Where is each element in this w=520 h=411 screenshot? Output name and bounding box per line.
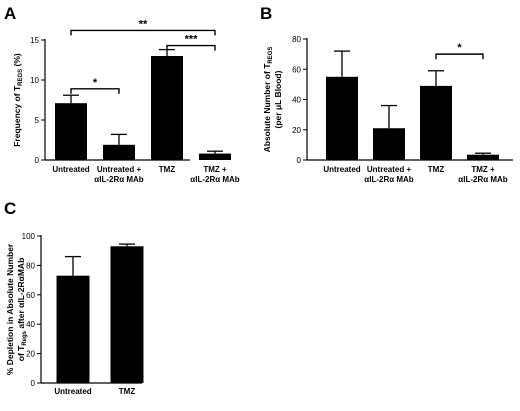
y-axis-title-part: Frequency of T — [12, 85, 22, 147]
significance-bracket — [166, 44, 216, 51]
bar — [326, 76, 358, 160]
y-tick-label: 20 — [292, 126, 301, 135]
bar — [151, 56, 183, 160]
significance-label: ** — [139, 18, 148, 30]
category-label: Untreated — [54, 387, 91, 396]
y-tick-label: 10 — [30, 76, 39, 85]
category-label-line: Untreated — [52, 165, 89, 174]
significance-label: * — [457, 42, 462, 54]
y-axis-title-subscript: REGS — [268, 47, 274, 64]
y-axis-title-subscript: Regs — [22, 330, 28, 345]
y-tick-label: 0 — [297, 156, 302, 165]
y-tick-label: 60 — [26, 291, 35, 300]
category-label: TMZ — [428, 165, 445, 174]
significance-label: *** — [185, 34, 199, 46]
y-tick-label: 60 — [292, 65, 301, 74]
category-label-line: TMZ — [119, 387, 136, 396]
category-label-line: TMZ + — [203, 165, 227, 174]
y-tick-label: 20 — [26, 350, 35, 359]
significance-label: * — [93, 77, 98, 89]
bar — [103, 144, 135, 160]
y-axis-title-part: (%) — [12, 53, 22, 69]
category-label: Untreated + αIL-2Rα MAb — [94, 165, 144, 184]
bar — [467, 154, 499, 160]
y-tick-label: 0 — [31, 379, 36, 388]
y-tick-label: 80 — [292, 35, 301, 44]
y-axis-title-line2: (per μL Blood) — [273, 70, 283, 128]
panel-letter: B — [260, 4, 272, 23]
panel-letter: C — [4, 199, 16, 218]
category-label: TMZ — [119, 387, 136, 396]
y-axis-title-part: of T — [16, 345, 26, 361]
category-label: Untreated — [323, 165, 360, 174]
y-tick-label: 80 — [26, 261, 35, 270]
y-axis-title: % Depletion in Absolute Number — [5, 243, 15, 375]
category-label: TMZ + αIL-2Rα MAb — [190, 165, 240, 184]
bar — [199, 153, 231, 160]
y-axis-title-part: Absolute Number of T — [262, 63, 272, 153]
panel-letter: A — [4, 4, 16, 23]
category-label: Untreated + αIL-2Rα MAb — [364, 165, 414, 184]
category-label-line: Untreated — [54, 387, 91, 396]
category-label-line: TMZ — [159, 165, 176, 174]
y-tick-label: 100 — [22, 232, 36, 241]
significance-bracket — [70, 29, 216, 36]
significance-bracket — [70, 88, 120, 94]
category-label-line: TMZ — [428, 165, 445, 174]
bar — [110, 246, 144, 383]
y-tick-label: 40 — [292, 96, 301, 105]
y-axis-title-part: after αIL-2RαMAb — [16, 258, 26, 331]
panel-c: C 0 20 40 60 80 100 Untreated TMZ % Depletion in … — [4, 199, 144, 396]
y-tick-label: 5 — [35, 116, 40, 125]
y-tick-label: 15 — [30, 36, 39, 45]
category-label-line: Untreated + — [367, 165, 412, 174]
y-axis-title-subscript: REGS — [18, 69, 24, 86]
category-label-line: αIL-2Rα MAb — [190, 175, 240, 184]
category-label-line: Untreated — [323, 165, 360, 174]
bar — [420, 85, 452, 160]
category-label-line: αIL-2Rα MAb — [364, 175, 414, 184]
bar — [373, 128, 405, 160]
bar — [56, 275, 90, 383]
y-tick-label: 0 — [35, 156, 40, 165]
category-label: TMZ — [159, 165, 176, 174]
bar — [55, 103, 87, 160]
category-label: Untreated — [52, 165, 89, 174]
y-tick-label: 40 — [26, 320, 35, 329]
category-label-line: TMZ + — [471, 165, 495, 174]
y-axis-title: Frequency of TREGS (%) — [12, 53, 24, 147]
y-axis-title: Absolute Number of TREGS — [262, 47, 274, 153]
significance-bracket — [435, 53, 484, 60]
category-label-line: αIL-2Rα MAb — [94, 175, 144, 184]
category-label-line: Untreated + — [97, 165, 142, 174]
category-label: TMZ + αIL-2Rα MAb — [458, 165, 508, 184]
y-axis-title-line2: of TRegs after αIL-2RαMAb — [16, 258, 28, 362]
category-label-line: αIL-2Rα MAb — [458, 175, 508, 184]
